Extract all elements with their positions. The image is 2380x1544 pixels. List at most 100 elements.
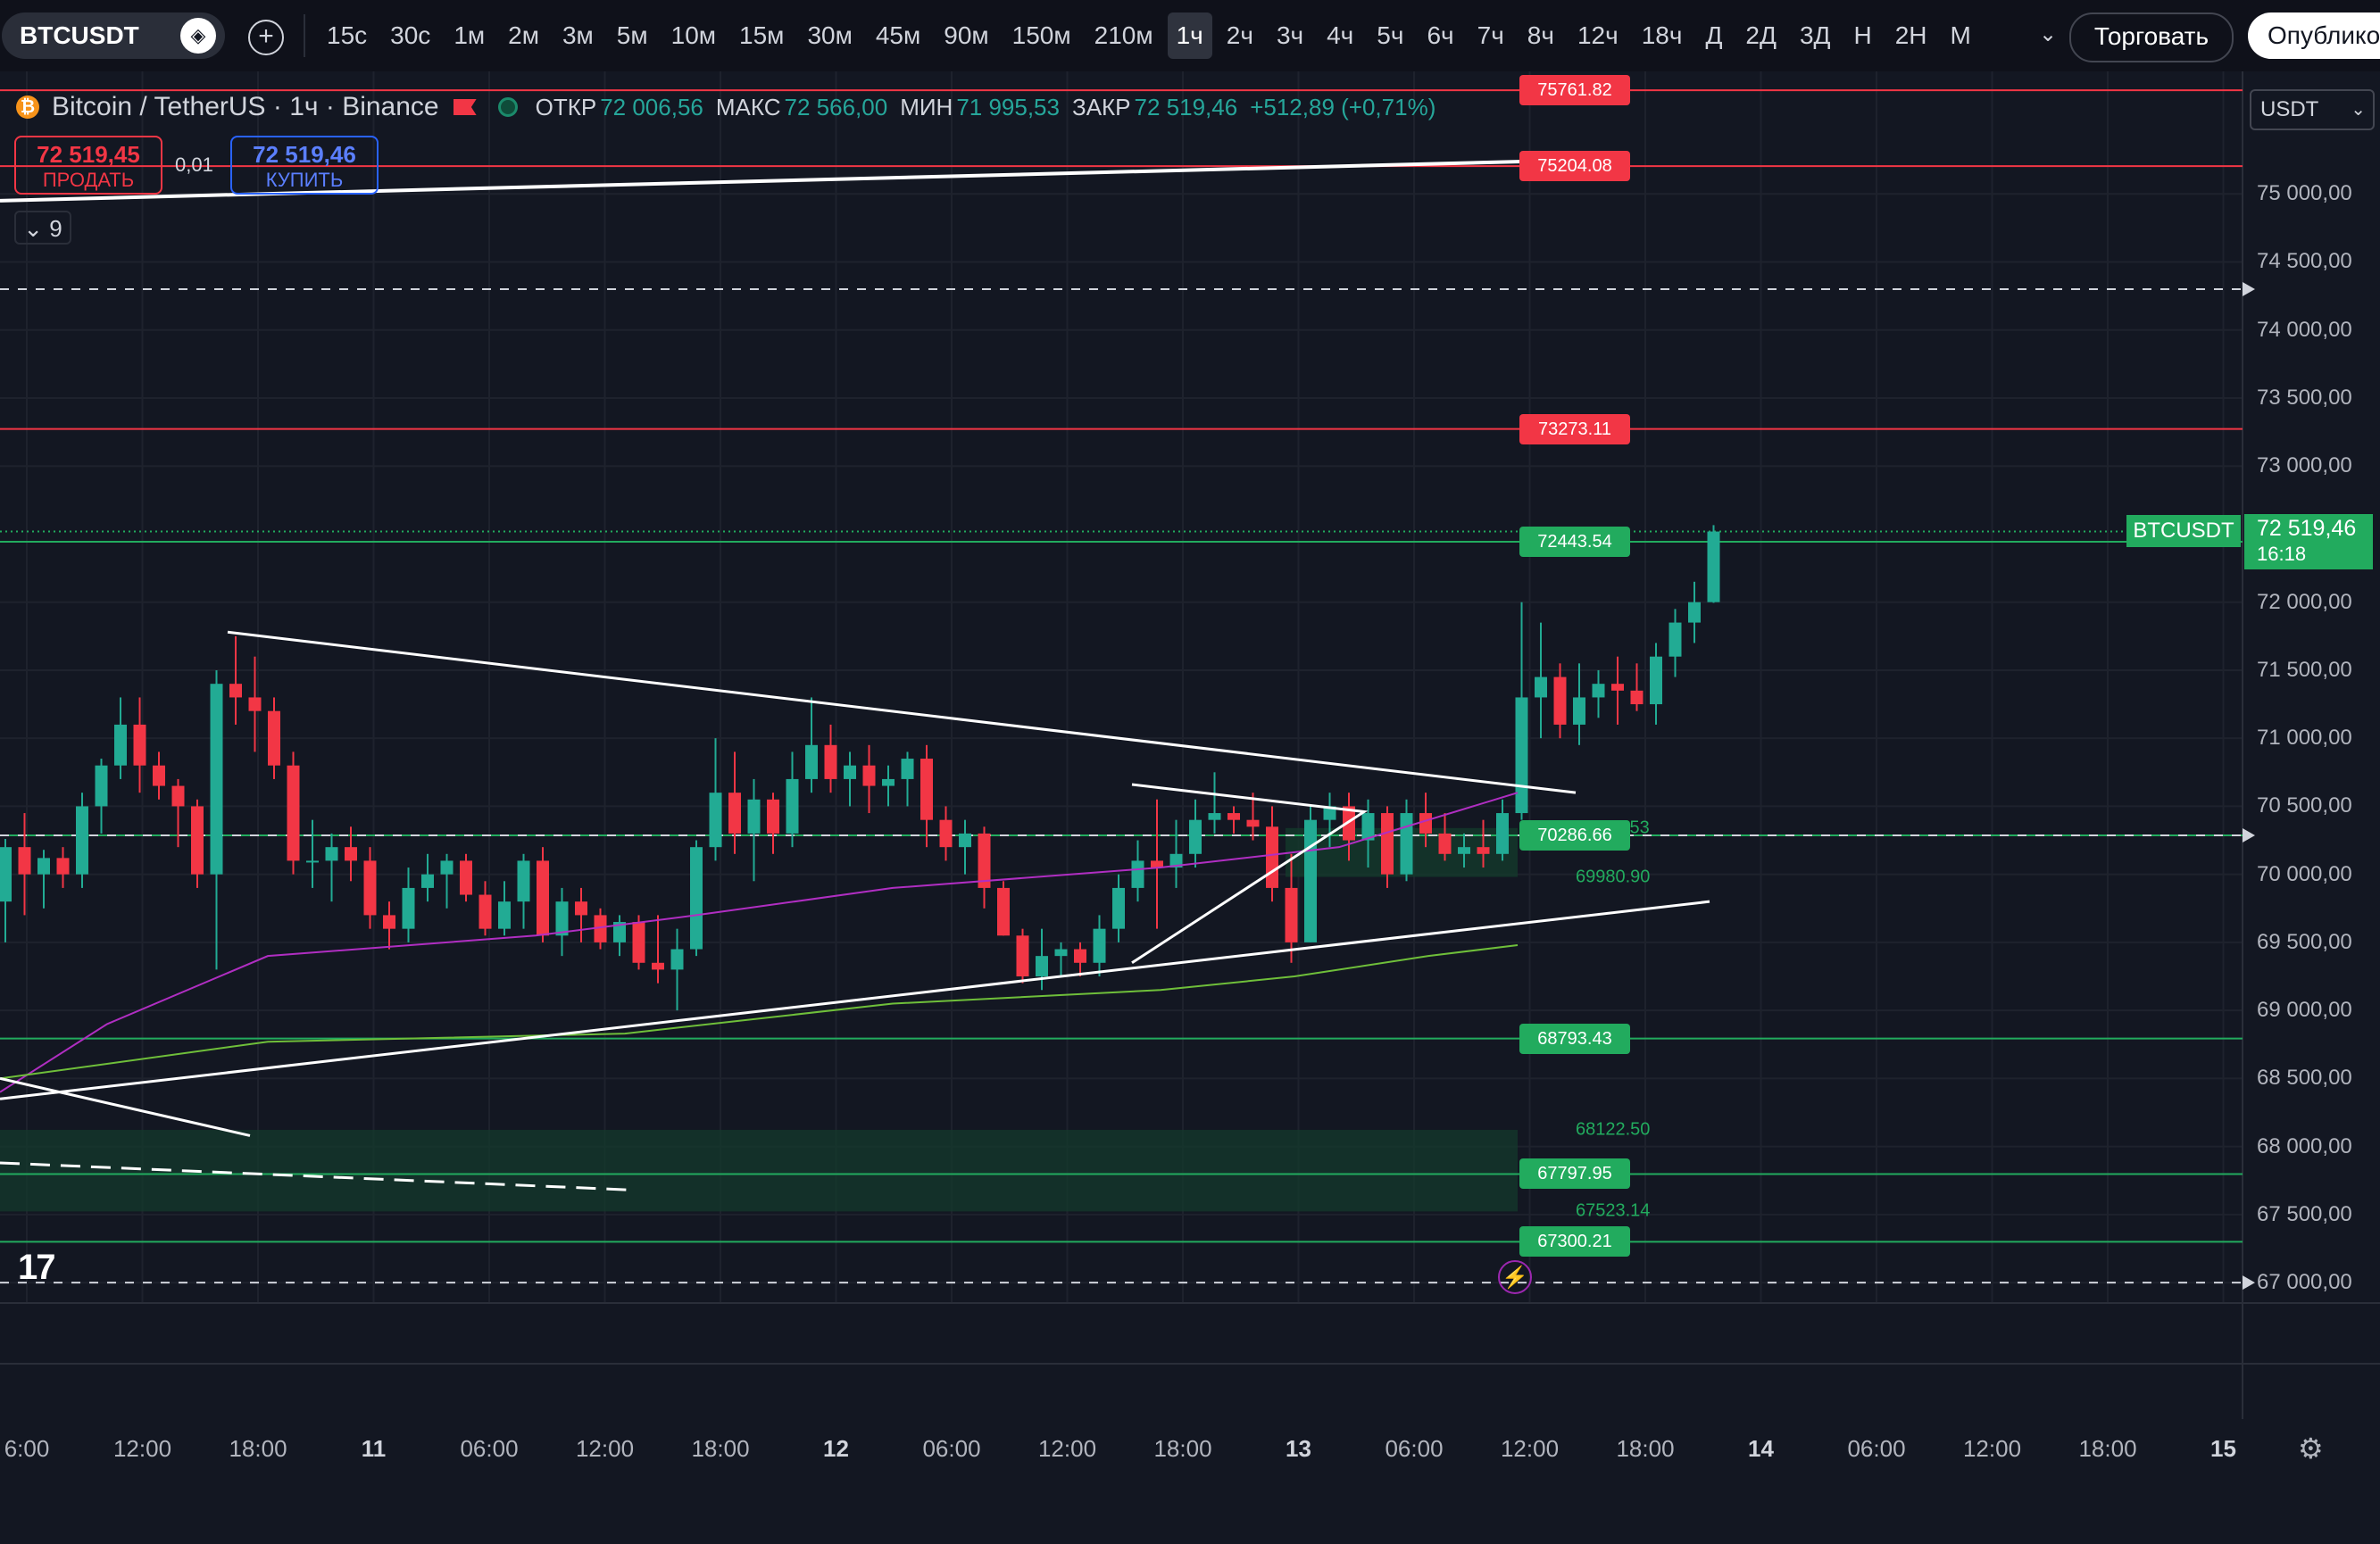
price-level-tag[interactable]: 73273.11 [1519,413,1630,444]
last-price-symbol-label: BTCUSDT [2126,515,2241,547]
candle-body [1246,819,1260,827]
candle-body [1477,847,1490,854]
time-tick-label: 18:00 [229,1435,287,1462]
interval-button[interactable]: 2Д [1745,21,1777,49]
candle-body [114,724,127,766]
add-symbol-button[interactable]: + [248,20,284,55]
interval-button[interactable]: 210м [1094,21,1153,49]
interval-button[interactable]: 30с [390,21,431,49]
candle-body [460,860,472,895]
time-tick-label: 11 [361,1435,387,1462]
candle-body [1054,949,1068,957]
high-value: 72 566,00 [784,93,888,120]
interval-button[interactable]: 90м [944,21,989,49]
price-level-tag[interactable]: 72443.54 [1519,527,1630,558]
candle-body [786,778,799,834]
demand-zone [0,1129,1518,1212]
interval-button[interactable]: 8ч [1527,21,1554,49]
interval-button[interactable]: 30м [807,21,853,49]
time-tick-label: 06:00 [1847,1435,1906,1462]
interval-button[interactable]: 10м [670,21,717,49]
candle-body [844,765,856,779]
lightning-icon[interactable]: ⚡ [1498,1260,1532,1294]
last-price-value: 72 519,46 [2257,516,2357,541]
candle-body [920,759,933,820]
time-tick-label: 15 [2210,1435,2236,1462]
candle-body [1131,860,1144,888]
interval-button[interactable]: 3м [562,21,594,49]
candle-body [1016,935,1029,977]
time-tick-label: 06:00 [460,1435,519,1462]
candle-body [575,901,587,916]
interval-button[interactable]: М [1950,21,1971,49]
interval-button[interactable]: 4ч [1327,21,1354,49]
zone-label: 67523.14 [1576,1200,1651,1221]
price-level-tag[interactable]: 75204.08 [1519,151,1630,182]
candle-body [901,759,914,779]
interval-button[interactable]: 6ч [1427,21,1454,49]
candle-body [325,847,338,861]
interval-button[interactable]: 2Н [1894,21,1927,49]
time-tick-label: 18:00 [2078,1435,2137,1462]
bitcoin-icon: ₿ [16,95,39,119]
candle-body [153,765,165,786]
market-status-icon[interactable] [497,97,518,117]
indicators-toggle-button[interactable]: ⌄ 9 [14,211,71,245]
interval-button[interactable]: Д [1705,21,1723,49]
candle-body [670,949,684,970]
publish-button[interactable]: Опублико [2248,12,2380,59]
candle-body [345,847,357,861]
interval-button[interactable]: 7ч [1477,21,1504,49]
tradingview-logo-icon[interactable]: 17 [18,1248,55,1287]
candle-body [478,894,492,929]
interval-button[interactable]: 15м [739,21,785,49]
candle-body [709,793,722,848]
price-tick-label: 73 000,00 [2257,453,2352,478]
top-toolbar: BTCUSDT ◈ + 15с 30с 1м 2м 3м 5м 10м 15м 30м 45м 90… [0,0,2380,71]
interval-button[interactable]: 18ч [1641,21,1683,49]
candle-body [1496,813,1509,854]
price-level-tag[interactable]: 67300.21 [1519,1226,1630,1258]
candle-body [862,765,876,786]
interval-button[interactable]: 1м [454,21,486,49]
interval-button[interactable]: 3Д [1799,21,1831,49]
interval-button[interactable]: 45м [875,21,921,49]
diamond-icon[interactable]: ◈ [180,18,216,54]
price-level-tag[interactable]: 68793.43 [1519,1023,1630,1054]
flag-icon[interactable] [453,99,477,115]
price-level-tag[interactable]: 75761.82 [1519,75,1630,106]
line-end-arrow [2243,1275,2255,1291]
candle-body [652,962,664,970]
interval-list: 15с 30с 1м 2м 3м 5м 10м 15м 30м 45м 90м 150м 210м 1ч 2… [318,12,1985,59]
sell-button[interactable]: 72 519,45 ПРОДАТЬ [14,136,162,195]
last-price-label: 72 519,46 16:18 [2244,514,2373,569]
candle-body [1400,813,1413,875]
candle-body [1515,697,1528,814]
interval-button[interactable]: 12ч [1577,21,1619,49]
interval-button[interactable]: 15с [327,21,368,49]
candle-body [1553,677,1567,725]
time-tick-label: 18:00 [1616,1435,1675,1462]
buy-label: КУПИТЬ [265,169,344,191]
chevron-down-icon[interactable]: ⌄ [2039,22,2058,46]
buy-button[interactable]: 72 519,46 КУПИТЬ [230,136,379,195]
price-level-tag[interactable]: 70286.66 [1519,819,1630,851]
indicators-count: 9 [49,215,62,242]
interval-button[interactable]: 5ч [1377,21,1404,49]
price-level-tag[interactable]: 67797.95 [1519,1158,1630,1190]
change-value: +512,89 (+0,71%) [1250,93,1436,120]
interval-button[interactable]: 3ч [1276,21,1304,49]
gear-icon[interactable]: ⚙ [2298,1432,2324,1465]
symbol-search-button[interactable]: BTCUSDT ◈ [2,12,225,59]
interval-button[interactable]: 2м [508,21,539,49]
trade-button[interactable]: Торговать [2069,12,2234,62]
interval-button[interactable]: 5м [616,21,648,49]
currency-select[interactable]: USDT ⌄ [2250,89,2375,130]
price-chart[interactable] [0,71,2380,1544]
candle-body [498,901,511,929]
interval-button[interactable]: 2ч [1226,21,1253,49]
price-tick-label: 73 500,00 [2257,385,2352,410]
interval-button[interactable]: Н [1853,21,1872,49]
interval-button[interactable]: 1ч [1167,12,1212,59]
interval-button[interactable]: 150м [1011,21,1071,49]
